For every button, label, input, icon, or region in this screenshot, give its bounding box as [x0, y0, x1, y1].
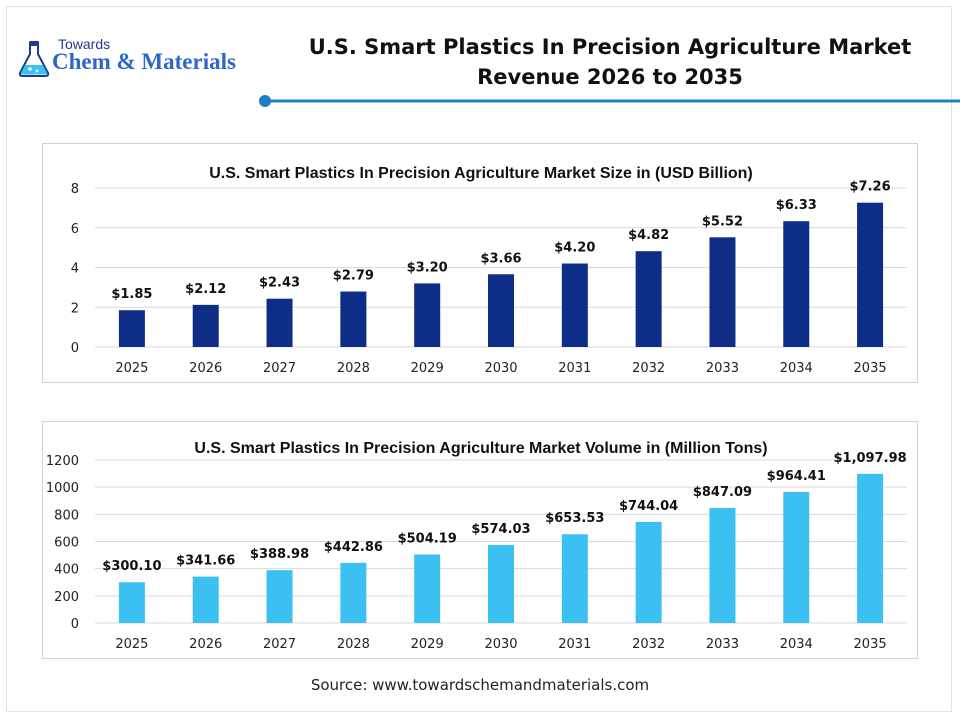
bar-2029 [414, 554, 441, 623]
x-tick-label: 2034 [780, 637, 813, 652]
y-tick-label: 800 [54, 508, 79, 523]
x-tick-label: 2026 [189, 361, 222, 376]
x-tick-label: 2031 [558, 361, 591, 376]
data-label: $1,097.98 [833, 451, 906, 466]
data-label: $2.12 [185, 282, 226, 297]
x-tick-label: 2030 [484, 637, 517, 652]
bar-2027 [266, 570, 293, 623]
bar-2027 [266, 298, 293, 347]
bar-2031 [561, 263, 588, 347]
data-label: $574.03 [471, 522, 530, 537]
data-label: $653.53 [545, 511, 604, 526]
bar-2029 [414, 283, 441, 347]
volume-bar-chart: U.S. Smart Plastics In Precision Agricul… [46, 440, 907, 652]
x-tick-label: 2026 [189, 637, 222, 652]
data-label: $847.09 [693, 485, 752, 500]
y-tick-label: 600 [54, 536, 79, 551]
bar-2032 [635, 251, 662, 347]
bar-2032 [635, 521, 662, 623]
x-tick-label: 2031 [558, 637, 591, 652]
chart-title: U.S. Smart Plastics In Precision Agricul… [194, 440, 767, 457]
bar-2030 [488, 545, 514, 623]
data-label: $3.66 [480, 251, 521, 266]
logo-top-text: Towards [58, 36, 111, 52]
x-tick-label: 2028 [337, 637, 370, 652]
bar-2028 [340, 562, 367, 623]
x-tick-label: 2027 [263, 361, 296, 376]
title-divider [259, 95, 960, 107]
x-tick-label: 2025 [115, 361, 148, 376]
flask-icon [18, 41, 50, 77]
x-tick-label: 2032 [632, 361, 665, 376]
size-chart-panel: U.S. Smart Plastics In Precision Agricul… [42, 143, 918, 383]
bar-2030 [488, 274, 514, 347]
data-label: $442.86 [324, 540, 383, 555]
bar-2025 [118, 310, 145, 347]
bar-2026 [192, 576, 219, 623]
y-tick-label: 0 [71, 341, 79, 356]
x-tick-label: 2029 [411, 361, 444, 376]
data-label: $388.98 [250, 547, 309, 562]
x-tick-label: 2032 [632, 637, 665, 652]
bar-2035 [857, 202, 884, 347]
volume-chart-panel: U.S. Smart Plastics In Precision Agricul… [42, 421, 918, 659]
page-title: U.S. Smart Plastics In Precision Agricul… [290, 32, 930, 92]
source-note: Source: www.towardschemandmaterials.com [310, 676, 650, 694]
x-tick-label: 2035 [854, 361, 887, 376]
data-label: $6.33 [776, 198, 817, 213]
bar-2028 [340, 291, 367, 347]
data-label: $744.04 [619, 499, 678, 514]
data-label: $4.20 [554, 241, 595, 256]
data-label: $1.85 [111, 287, 152, 302]
data-label: $504.19 [398, 532, 457, 547]
x-tick-label: 2030 [484, 361, 517, 376]
y-tick-label: 2 [71, 301, 79, 316]
page-title-line-1: U.S. Smart Plastics In Precision Agricul… [308, 35, 912, 59]
size-bar-chart: U.S. Smart Plastics In Precision Agricul… [71, 165, 907, 376]
page-frame [6, 6, 952, 712]
logo-main-text: Chem & Materials [52, 49, 236, 74]
x-tick-label: 2033 [706, 637, 739, 652]
data-label: $4.82 [628, 228, 669, 243]
data-label: $2.43 [259, 276, 300, 291]
y-tick-label: 400 [54, 563, 79, 578]
data-label: $2.79 [333, 269, 374, 284]
bar-2035 [857, 473, 884, 623]
y-tick-label: 200 [54, 590, 79, 605]
bar-2034 [783, 492, 810, 623]
logo: Towards Chem & Materials [16, 36, 266, 84]
y-tick-label: 6 [71, 222, 79, 237]
bar-2033 [709, 237, 736, 347]
chart-title: U.S. Smart Plastics In Precision Agricul… [209, 165, 753, 182]
y-tick-label: 4 [71, 262, 79, 277]
x-tick-label: 2027 [263, 637, 296, 652]
page-title-line-2: Revenue 2026 to 2035 [477, 65, 743, 89]
y-tick-label: 1200 [46, 454, 79, 469]
x-tick-label: 2028 [337, 361, 370, 376]
data-label: $3.20 [407, 260, 448, 275]
y-tick-label: 8 [71, 182, 79, 197]
bar-2033 [709, 507, 736, 623]
data-label: $7.26 [850, 180, 891, 195]
bar-2026 [192, 304, 219, 347]
x-tick-label: 2029 [411, 637, 444, 652]
bar-2034 [783, 221, 810, 347]
data-label: $964.41 [767, 469, 826, 484]
x-tick-label: 2035 [854, 637, 887, 652]
data-label: $5.52 [702, 214, 743, 229]
x-tick-label: 2025 [115, 637, 148, 652]
x-tick-label: 2033 [706, 361, 739, 376]
bar-2025 [118, 582, 145, 623]
y-tick-label: 1000 [46, 481, 79, 496]
data-label: $341.66 [176, 554, 235, 569]
bar-2031 [561, 534, 588, 623]
y-tick-label: 0 [71, 617, 79, 632]
data-label: $300.10 [102, 559, 161, 574]
x-tick-label: 2034 [780, 361, 813, 376]
